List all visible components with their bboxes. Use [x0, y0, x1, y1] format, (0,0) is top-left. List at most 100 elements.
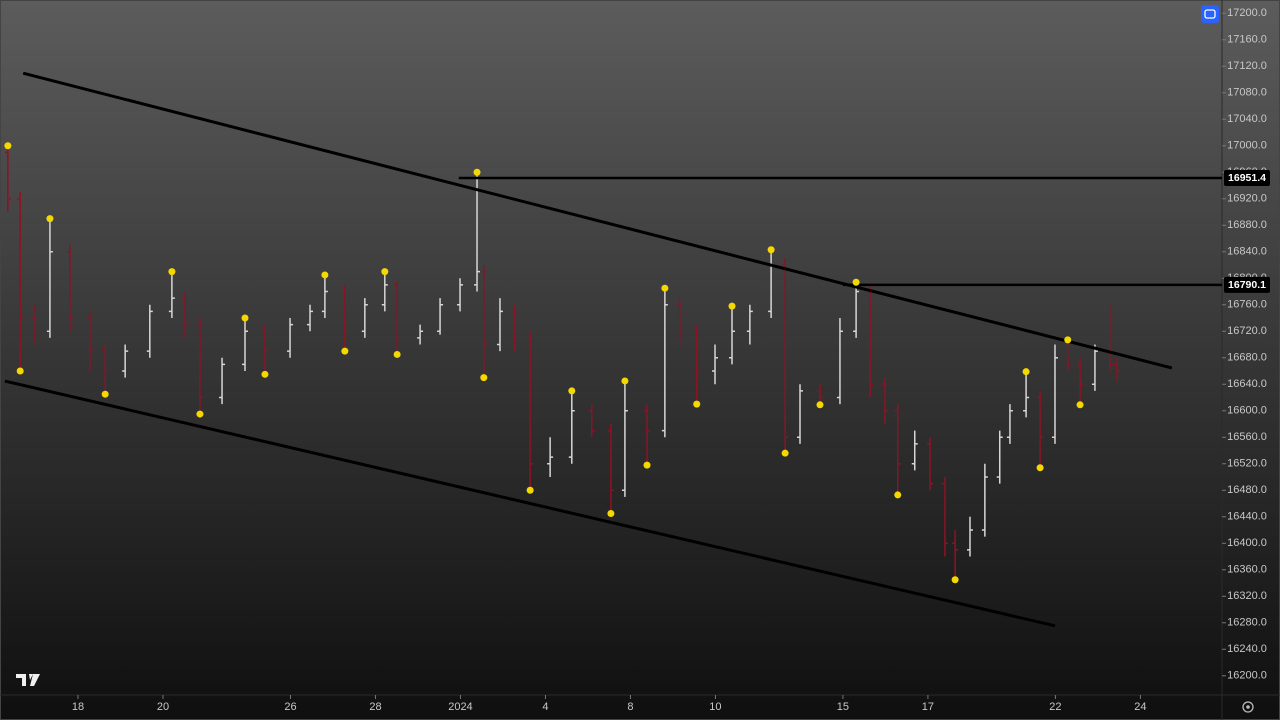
ohlc-bar — [981, 463, 988, 537]
pivot-dot — [607, 509, 615, 517]
settings-button[interactable] — [1242, 701, 1254, 713]
sync-button[interactable] — [1201, 5, 1219, 23]
y-tick-label: 17200.0 — [1227, 7, 1267, 19]
ohlc-bar — [797, 384, 804, 444]
y-tick-label: 17000.0 — [1227, 140, 1267, 152]
pivot-dot — [661, 284, 669, 292]
x-tick-label: 22 — [1049, 701, 1061, 713]
x-tick-label: 26 — [284, 701, 296, 713]
ohlc-bar — [168, 271, 175, 319]
ohlc-bar — [146, 304, 153, 358]
ohlc-bar — [1091, 344, 1098, 391]
y-tick-label: 16720.0 — [1227, 325, 1267, 337]
ohlc-bar — [474, 172, 481, 292]
ohlc-bar — [911, 430, 918, 471]
pivot-dot — [568, 387, 576, 395]
x-tick-label: 17 — [922, 701, 934, 713]
y-tick-label: 16880.0 — [1227, 219, 1267, 231]
trend-line — [4, 379, 1056, 628]
y-tick-label: 16360.0 — [1227, 564, 1267, 576]
ohlc-bar — [381, 271, 388, 312]
pivot-dot — [1022, 368, 1030, 376]
y-tick-label: 16600.0 — [1227, 405, 1267, 417]
ohlc-bar — [966, 516, 973, 557]
ohlc-bar — [457, 278, 464, 312]
ohlc-bar — [102, 344, 109, 395]
x-tick-label: 10 — [709, 701, 721, 713]
y-tick-label: 16920.0 — [1227, 193, 1267, 205]
x-tick-label: 18 — [72, 701, 84, 713]
pivot-dot — [816, 401, 824, 409]
pivot-dot — [393, 350, 401, 358]
ohlc-bar — [712, 344, 719, 385]
x-tick-label: 4 — [542, 701, 548, 713]
ohlc-bar — [1006, 404, 1013, 444]
ohlc-bar — [182, 291, 189, 338]
pivot-dot — [693, 400, 701, 408]
ohlc-bar — [588, 404, 595, 438]
pivot-dot — [473, 168, 481, 176]
ohlc-bar — [693, 324, 700, 405]
pivot-dot — [1064, 336, 1072, 344]
ohlc-bar — [241, 318, 248, 372]
ohlc-bar — [1114, 357, 1121, 381]
ohlc-bar — [32, 304, 39, 345]
pivot-dot — [168, 268, 176, 276]
pivot-dot — [728, 302, 736, 310]
pivot-dot — [480, 374, 488, 382]
pivot-dot — [241, 314, 249, 322]
pivot-dot — [894, 491, 902, 499]
x-tick-label: 24 — [1134, 701, 1146, 713]
ohlc-bar — [437, 298, 444, 335]
ohlc-bar — [511, 304, 518, 352]
y-tick-label: 16520.0 — [1227, 458, 1267, 470]
ohlc-bar — [527, 331, 534, 491]
pivot-dot — [341, 347, 349, 355]
ohlc-bar — [261, 324, 268, 375]
ohlc-bar — [952, 530, 959, 580]
y-tick-label: 16560.0 — [1227, 431, 1267, 443]
level-label: 16951.4 — [1228, 172, 1266, 184]
ohlc-bar — [836, 318, 843, 405]
y-tick-label: 16200.0 — [1227, 670, 1267, 682]
y-tick-label: 16240.0 — [1227, 643, 1267, 655]
ohlc-bar — [568, 390, 575, 464]
ohlc-bar — [894, 404, 901, 495]
ohlc-bar — [1023, 371, 1030, 418]
ohlc-bar — [782, 258, 789, 454]
pivot-dot — [1036, 464, 1044, 472]
trend-line — [22, 71, 1173, 370]
pivot-dot — [852, 278, 860, 286]
y-tick-label: 17120.0 — [1227, 60, 1267, 72]
pivot-dot — [261, 370, 269, 378]
pivot-dot — [46, 215, 54, 223]
y-tick-label: 17040.0 — [1227, 113, 1267, 125]
ohlc-bar — [607, 424, 614, 514]
ohlc-bar — [122, 344, 129, 378]
ohlc-bar — [1077, 357, 1084, 405]
ohlc-bar — [307, 304, 314, 332]
ohlc-bar — [996, 430, 1003, 484]
tradingview-logo — [16, 674, 40, 686]
pivot-dot — [101, 390, 109, 398]
pivot-dot — [321, 271, 329, 279]
level-label-box — [1224, 276, 1270, 293]
ohlc-bar — [621, 380, 628, 497]
y-tick-label: 16400.0 — [1227, 537, 1267, 549]
ohlc-bar — [341, 284, 348, 352]
ohlc-bar — [219, 357, 226, 405]
pivot-dot — [951, 576, 959, 584]
y-tick-label: 16280.0 — [1227, 617, 1267, 629]
ohlc-bar — [1064, 339, 1071, 372]
y-tick-label: 17160.0 — [1227, 34, 1267, 46]
pivot-dot — [526, 486, 534, 494]
ohlc-bar — [941, 477, 948, 557]
ohlc-bar — [853, 282, 860, 338]
pivot-dot — [767, 246, 775, 254]
pivot-dot — [196, 410, 204, 418]
ohlc-bar — [644, 404, 651, 466]
pivot-dot — [621, 377, 629, 385]
ohlc-bar — [86, 311, 93, 372]
